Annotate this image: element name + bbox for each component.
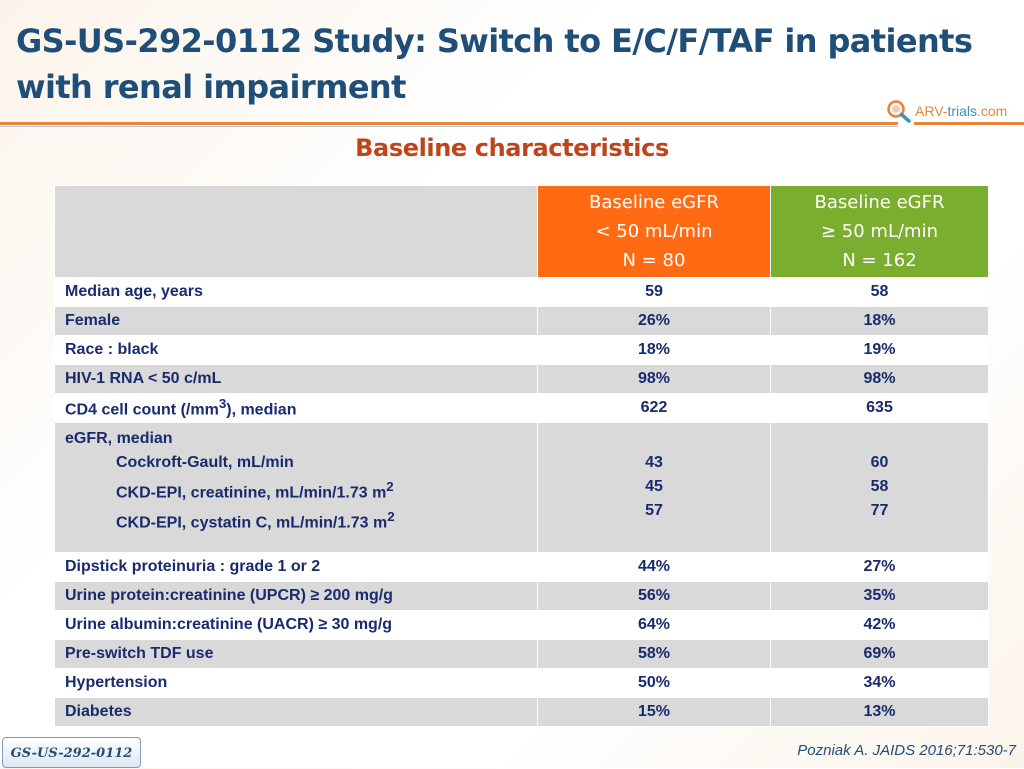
table-row: HIV-1 RNA < 50 c/mL 98% 98% xyxy=(54,364,989,394)
row-value-col1: 26% xyxy=(537,306,771,336)
row-value-col2: 635 xyxy=(770,393,989,423)
header-col2-line2: ≥ 50 mL/min xyxy=(821,221,938,242)
table-row: Urine protein:creatinine (UPCR) ≥ 200 mg… xyxy=(54,581,989,611)
section-subtitle: Baseline characteristics xyxy=(355,134,669,162)
row-value-col1: 98% xyxy=(537,364,771,394)
row-value-col1: 56% xyxy=(537,581,771,611)
row-label: eGFR, median Cockroft-Gault, mL/min CKD-… xyxy=(54,422,538,553)
egfr-heading: eGFR, median xyxy=(65,430,173,447)
row-value-col1: 64% xyxy=(537,610,771,640)
table-row: Diabetes 15% 13% xyxy=(54,697,989,727)
row-value-col2: 35% xyxy=(770,581,989,611)
title-divider-right xyxy=(914,122,1024,125)
logo-text-arv: ARV- xyxy=(915,103,948,119)
title-divider-orange xyxy=(0,122,898,125)
baseline-characteristics-table: Baseline eGFR < 50 mL/min N = 80 Baselin… xyxy=(54,185,989,727)
row-label: Median age, years xyxy=(54,277,538,307)
egfr-sub-label-sup: 2 xyxy=(387,509,395,525)
row-value-col2: 69% xyxy=(770,639,989,669)
row-label-pre: CD4 cell count (/mm xyxy=(65,401,219,419)
logo-text: ARV-trials.com xyxy=(915,103,1007,119)
row-label: Pre-switch TDF use xyxy=(54,639,538,669)
row-label: Hypertension xyxy=(54,668,538,698)
header-egfr-50-or-more: Baseline eGFR ≥ 50 mL/min N = 162 xyxy=(770,185,989,278)
title-divider-blue xyxy=(0,126,898,127)
header-col1-line1: Baseline eGFR xyxy=(589,192,719,213)
table-row: CD4 cell count (/mm3), median 622 635 xyxy=(54,393,989,423)
row-label: HIV-1 RNA < 50 c/mL xyxy=(54,364,538,394)
row-value-col2: 34% xyxy=(770,668,989,698)
row-value-col1: 50% xyxy=(537,668,771,698)
slide-title: GS-US-292-0112 Study: Switch to E/C/F/TA… xyxy=(16,18,1016,110)
row-value-col1: 59 xyxy=(537,277,771,307)
header-egfr-below-50: Baseline eGFR < 50 mL/min N = 80 xyxy=(537,185,771,278)
table-row: Hypertension 50% 34% xyxy=(54,668,989,698)
table-row: Dipstick proteinuria : grade 1 or 2 44% … xyxy=(54,552,989,582)
egfr-sub-label-text: CKD-EPI, cystatin C, mL/min/1.73 m xyxy=(116,514,388,532)
row-value-col1: 15% xyxy=(537,697,771,727)
header-col2-line1: Baseline eGFR xyxy=(814,192,945,213)
header-col1-line2: < 50 mL/min xyxy=(595,221,713,242)
row-value-col2: 60 58 77 xyxy=(770,422,989,553)
table-row: Urine albumin:creatinine (UACR) ≥ 30 mg/… xyxy=(54,610,989,640)
title-line-1: GS-US-292-0112 Study: Switch to E/C/F/TA… xyxy=(16,22,973,60)
row-value-col2: 13% xyxy=(770,697,989,727)
header-col2-line3: N = 162 xyxy=(842,250,917,271)
row-label-sup: 3 xyxy=(218,396,227,412)
egfr-sub-label: CKD-EPI, creatinine, mL/min/1.73 m2 xyxy=(65,475,537,505)
egfr-value: 45 xyxy=(645,478,663,495)
egfr-sub-label-text: CKD-EPI, creatinine, mL/min/1.73 m xyxy=(116,484,387,502)
magnifier-icon xyxy=(887,100,911,123)
row-label-post: ), median xyxy=(226,401,297,419)
header-col1-line3: N = 80 xyxy=(622,250,686,271)
table-row: Median age, years 59 58 xyxy=(54,277,989,307)
row-value-col2: 98% xyxy=(770,364,989,394)
table-row: Pre-switch TDF use 58% 69% xyxy=(54,639,989,669)
study-id-badge: GS-US-292-0112 xyxy=(2,737,141,768)
table-row: Race : black 18% 19% xyxy=(54,335,989,365)
row-value-col1: 43 45 57 xyxy=(537,422,771,553)
row-value-col1: 58% xyxy=(537,639,771,669)
row-label: Urine protein:creatinine (UPCR) ≥ 200 mg… xyxy=(54,581,538,611)
row-value-col2: 19% xyxy=(770,335,989,365)
row-label: Diabetes xyxy=(54,697,538,727)
table-row: Female 26% 18% xyxy=(54,306,989,336)
row-value-col2: 18% xyxy=(770,306,989,336)
egfr-sub-label-sup: 2 xyxy=(386,479,394,494)
reference-citation: Pozniak A. JAIDS 2016;71:530-7 xyxy=(797,742,1016,759)
row-label: Race : black xyxy=(54,335,538,365)
table-row-egfr: eGFR, median Cockroft-Gault, mL/min CKD-… xyxy=(54,422,989,553)
egfr-value: 57 xyxy=(645,502,663,519)
row-label: Urine albumin:creatinine (UACR) ≥ 30 mg/… xyxy=(54,610,538,640)
egfr-value: 60 xyxy=(870,454,889,471)
arv-trials-logo: ARV-trials.com xyxy=(886,98,1016,124)
row-value-col1: 44% xyxy=(537,552,771,582)
row-label: Female xyxy=(54,306,538,336)
table-header-row: Baseline eGFR < 50 mL/min N = 80 Baselin… xyxy=(54,185,989,278)
header-blank-cell xyxy=(54,185,538,278)
egfr-value: 43 xyxy=(645,454,663,471)
title-line-2: with renal impairment xyxy=(16,68,406,106)
row-value-col1: 18% xyxy=(537,335,771,365)
row-value-col2: 58 xyxy=(770,277,989,307)
egfr-value: 58 xyxy=(870,478,889,495)
logo-text-com: .com xyxy=(977,103,1008,119)
row-value-col1: 622 xyxy=(537,393,771,423)
egfr-sub-label: CKD-EPI, cystatin C, mL/min/1.73 m2 xyxy=(65,505,537,535)
egfr-sub-label: Cockroft-Gault, mL/min xyxy=(116,454,294,471)
logo-text-trials: trials xyxy=(947,103,977,119)
row-value-col2: 42% xyxy=(770,610,989,640)
row-value-col2: 27% xyxy=(770,552,989,582)
row-label: Dipstick proteinuria : grade 1 or 2 xyxy=(54,552,538,582)
row-label: CD4 cell count (/mm3), median xyxy=(54,393,538,423)
egfr-value: 77 xyxy=(870,502,889,519)
